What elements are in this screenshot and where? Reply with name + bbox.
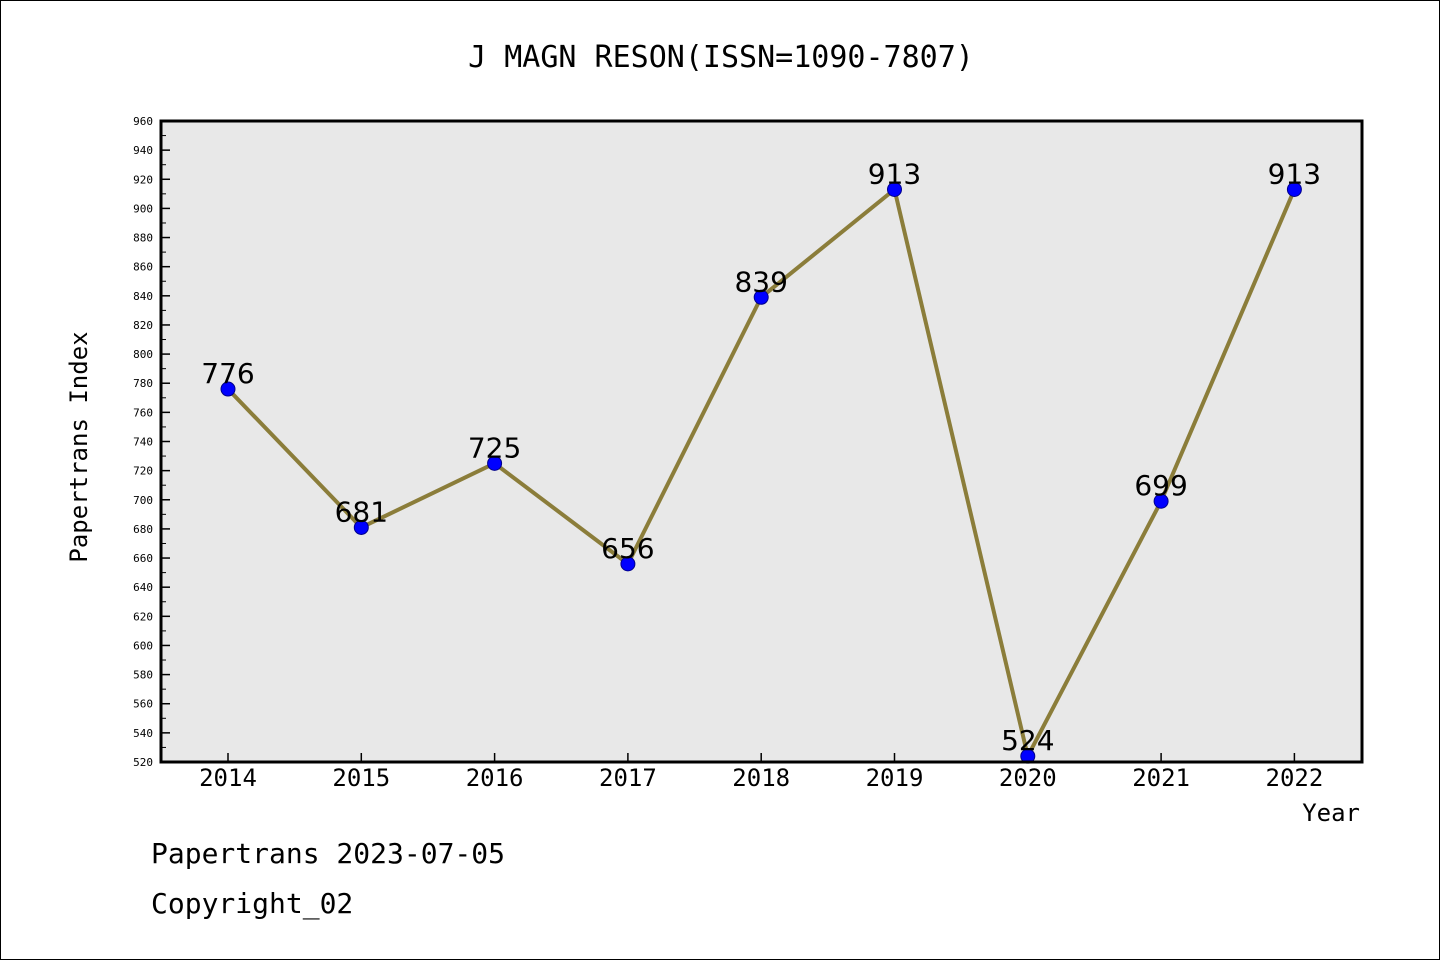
y-tick-label: 580 — [133, 669, 153, 682]
y-tick-label: 820 — [133, 319, 153, 332]
y-axis-label: Papertrans Index — [65, 331, 93, 562]
x-tick-label: 2022 — [1266, 764, 1324, 792]
x-tick-label: 2018 — [732, 764, 790, 792]
data-label: 699 — [1134, 469, 1187, 502]
y-tick-label: 640 — [133, 581, 153, 594]
y-tick-label: 780 — [133, 377, 153, 390]
data-point — [487, 455, 503, 471]
y-tick-label: 920 — [133, 173, 153, 186]
data-point — [887, 181, 902, 197]
x-tick-label: 2016 — [466, 764, 524, 792]
x-axis: 2014 2015 2016 2017 2018 2019 2020 2021 2022 — [199, 753, 1323, 792]
data-point — [753, 289, 769, 305]
y-tick-label: 600 — [133, 639, 153, 652]
y-tick-label: 860 — [133, 261, 153, 274]
y-tick-label: 720 — [133, 465, 153, 478]
y-tick-label: 940 — [133, 144, 153, 157]
footer-copyright: Copyright_02 — [151, 887, 354, 920]
y-tick-label: 740 — [133, 436, 153, 449]
y-tick-label: 880 — [133, 232, 153, 245]
data-label: 524 — [1001, 724, 1054, 757]
data-label: 725 — [468, 431, 521, 464]
data-label: 776 — [201, 357, 254, 390]
x-axis-label: Year — [1302, 799, 1360, 827]
y-tick-label: 540 — [133, 727, 153, 740]
x-tick-label: 2020 — [999, 764, 1057, 792]
y-tick-label: 560 — [133, 698, 153, 711]
y-tick-label: 660 — [133, 552, 153, 565]
plot-area — [161, 121, 1362, 762]
data-label: 913 — [1268, 157, 1321, 190]
y-tick-label: 960 — [133, 115, 153, 128]
y-tick-label: 900 — [133, 202, 153, 215]
y-tick-label: 700 — [133, 494, 153, 507]
y-tick-label: 680 — [133, 523, 153, 536]
x-tick-label: 2014 — [199, 764, 257, 792]
y-tick-label: 520 — [133, 756, 153, 769]
data-point — [353, 519, 369, 535]
y-tick-label: 840 — [133, 290, 153, 303]
footer-date: Papertrans 2023-07-05 — [151, 837, 506, 870]
plot-frame — [159, 119, 1364, 764]
y-tick-label: 760 — [133, 406, 153, 419]
data-markers — [220, 181, 1302, 764]
data-point — [620, 556, 636, 572]
data-label: 656 — [601, 532, 654, 565]
data-point — [1286, 181, 1302, 197]
x-tick-label: 2021 — [1132, 764, 1190, 792]
x-tick-label: 2015 — [332, 764, 390, 792]
x-tick-label: 2019 — [866, 764, 924, 792]
data-label: 681 — [335, 495, 388, 528]
y-tick-label: 800 — [133, 348, 153, 361]
y-tick-label: 620 — [133, 610, 153, 623]
y-axis: 520 540 560 580 600 620 640 660 680 700 720 740 760 7… — [133, 115, 170, 769]
data-point — [220, 381, 236, 397]
chart-title: J MAGN RESON(ISSN=1090-7807) — [468, 40, 974, 75]
data-labels: 776 681 725 656 839 913 524 699 913 — [201, 157, 1321, 757]
data-point — [1153, 493, 1169, 509]
x-tick-label: 2017 — [599, 764, 657, 792]
data-label: 839 — [734, 265, 787, 298]
data-label: 913 — [868, 157, 921, 190]
